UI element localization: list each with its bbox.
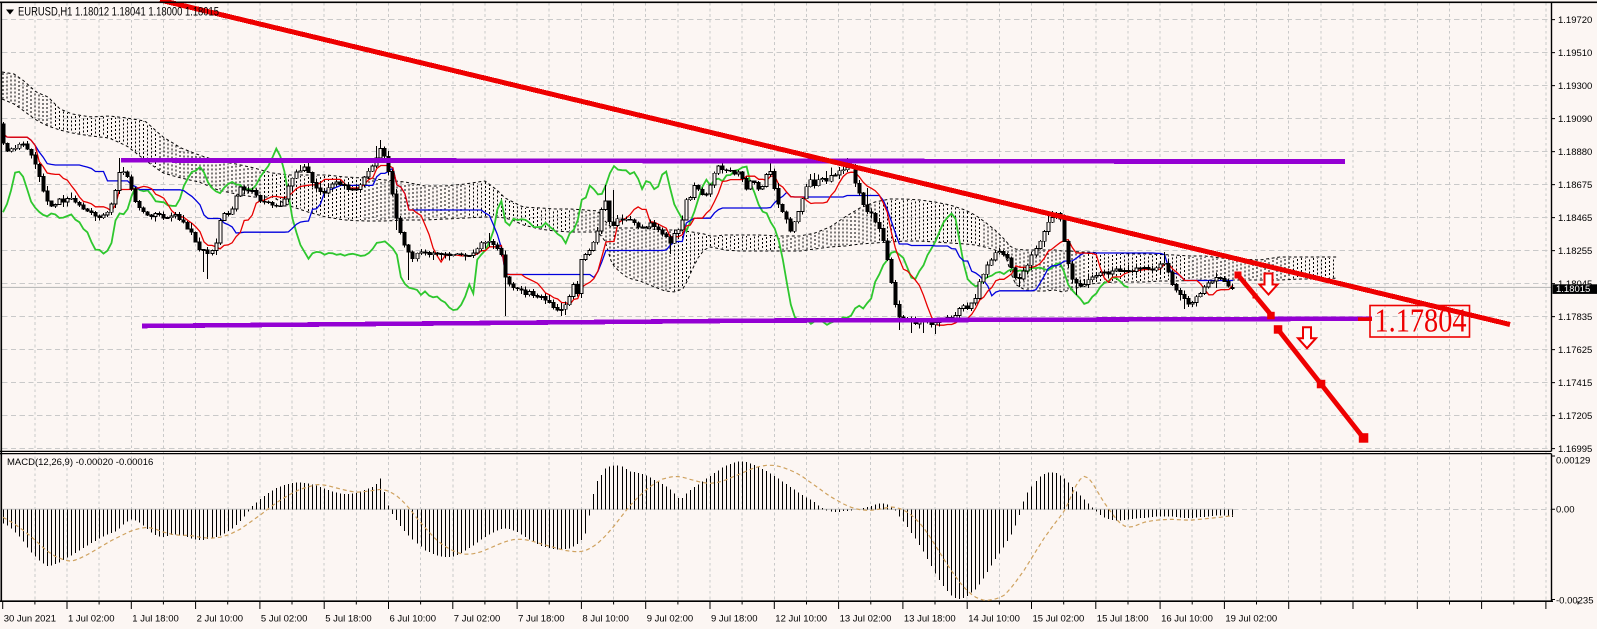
svg-text:1.18880: 1.18880	[1558, 147, 1592, 158]
svg-text:1.19090: 1.19090	[1558, 114, 1592, 125]
svg-text:1.19510: 1.19510	[1558, 48, 1592, 59]
svg-text:2 Jul 10:00: 2 Jul 10:00	[197, 614, 243, 625]
svg-text:13 Jul 02:00: 13 Jul 02:00	[840, 614, 892, 625]
svg-text:1.19720: 1.19720	[1558, 15, 1592, 26]
svg-text:0.00: 0.00	[1556, 505, 1575, 516]
svg-text:1.17205: 1.17205	[1558, 411, 1592, 422]
svg-text:-0.00235: -0.00235	[1556, 595, 1594, 606]
svg-text:16 Jul 10:00: 16 Jul 10:00	[1161, 614, 1213, 625]
svg-text:5 Jul 18:00: 5 Jul 18:00	[325, 614, 371, 625]
svg-text:1.17835: 1.17835	[1558, 312, 1592, 323]
svg-text:6 Jul 10:00: 6 Jul 10:00	[390, 614, 436, 625]
svg-text:1.17415: 1.17415	[1558, 378, 1592, 389]
svg-text:19 Jul 02:00: 19 Jul 02:00	[1225, 614, 1277, 625]
svg-text:1.18675: 1.18675	[1558, 180, 1592, 191]
svg-text:1.18465: 1.18465	[1558, 213, 1592, 224]
svg-text:1.17804: 1.17804	[1375, 303, 1467, 340]
svg-text:13 Jul 18:00: 13 Jul 18:00	[904, 614, 956, 625]
svg-text:15 Jul 18:00: 15 Jul 18:00	[1097, 614, 1149, 625]
svg-text:9 Jul 02:00: 9 Jul 02:00	[647, 614, 693, 625]
svg-text:1 Jul 02:00: 1 Jul 02:00	[68, 614, 114, 625]
svg-text:7 Jul 18:00: 7 Jul 18:00	[518, 614, 564, 625]
svg-text:EURUSD,H1 1.18012 1.18041 1.1: EURUSD,H1 1.18012 1.18041 1.18000 1.1801…	[18, 7, 219, 19]
svg-text:1.16995: 1.16995	[1558, 444, 1592, 455]
svg-text:15 Jul 02:00: 15 Jul 02:00	[1033, 614, 1085, 625]
svg-text:7 Jul 02:00: 7 Jul 02:00	[454, 614, 500, 625]
svg-text:MACD(12,26,9) -0.00020 -0.0001: MACD(12,26,9) -0.00020 -0.00016	[7, 457, 153, 468]
svg-text:9 Jul 18:00: 9 Jul 18:00	[711, 614, 757, 625]
svg-text:30 Jun 2021: 30 Jun 2021	[4, 614, 56, 625]
svg-text:1.19300: 1.19300	[1558, 81, 1592, 92]
svg-text:8 Jul 10:00: 8 Jul 10:00	[582, 614, 628, 625]
svg-text:1.18255: 1.18255	[1558, 246, 1592, 257]
svg-text:1.17625: 1.17625	[1558, 345, 1592, 356]
svg-text:1 Jul 18:00: 1 Jul 18:00	[132, 614, 178, 625]
svg-text:12 Jul 10:00: 12 Jul 10:00	[775, 614, 827, 625]
svg-text:0.00129: 0.00129	[1556, 456, 1590, 467]
svg-text:1.18015: 1.18015	[1556, 284, 1590, 295]
svg-text:5 Jul 02:00: 5 Jul 02:00	[261, 614, 307, 625]
svg-text:14 Jul 10:00: 14 Jul 10:00	[968, 614, 1020, 625]
